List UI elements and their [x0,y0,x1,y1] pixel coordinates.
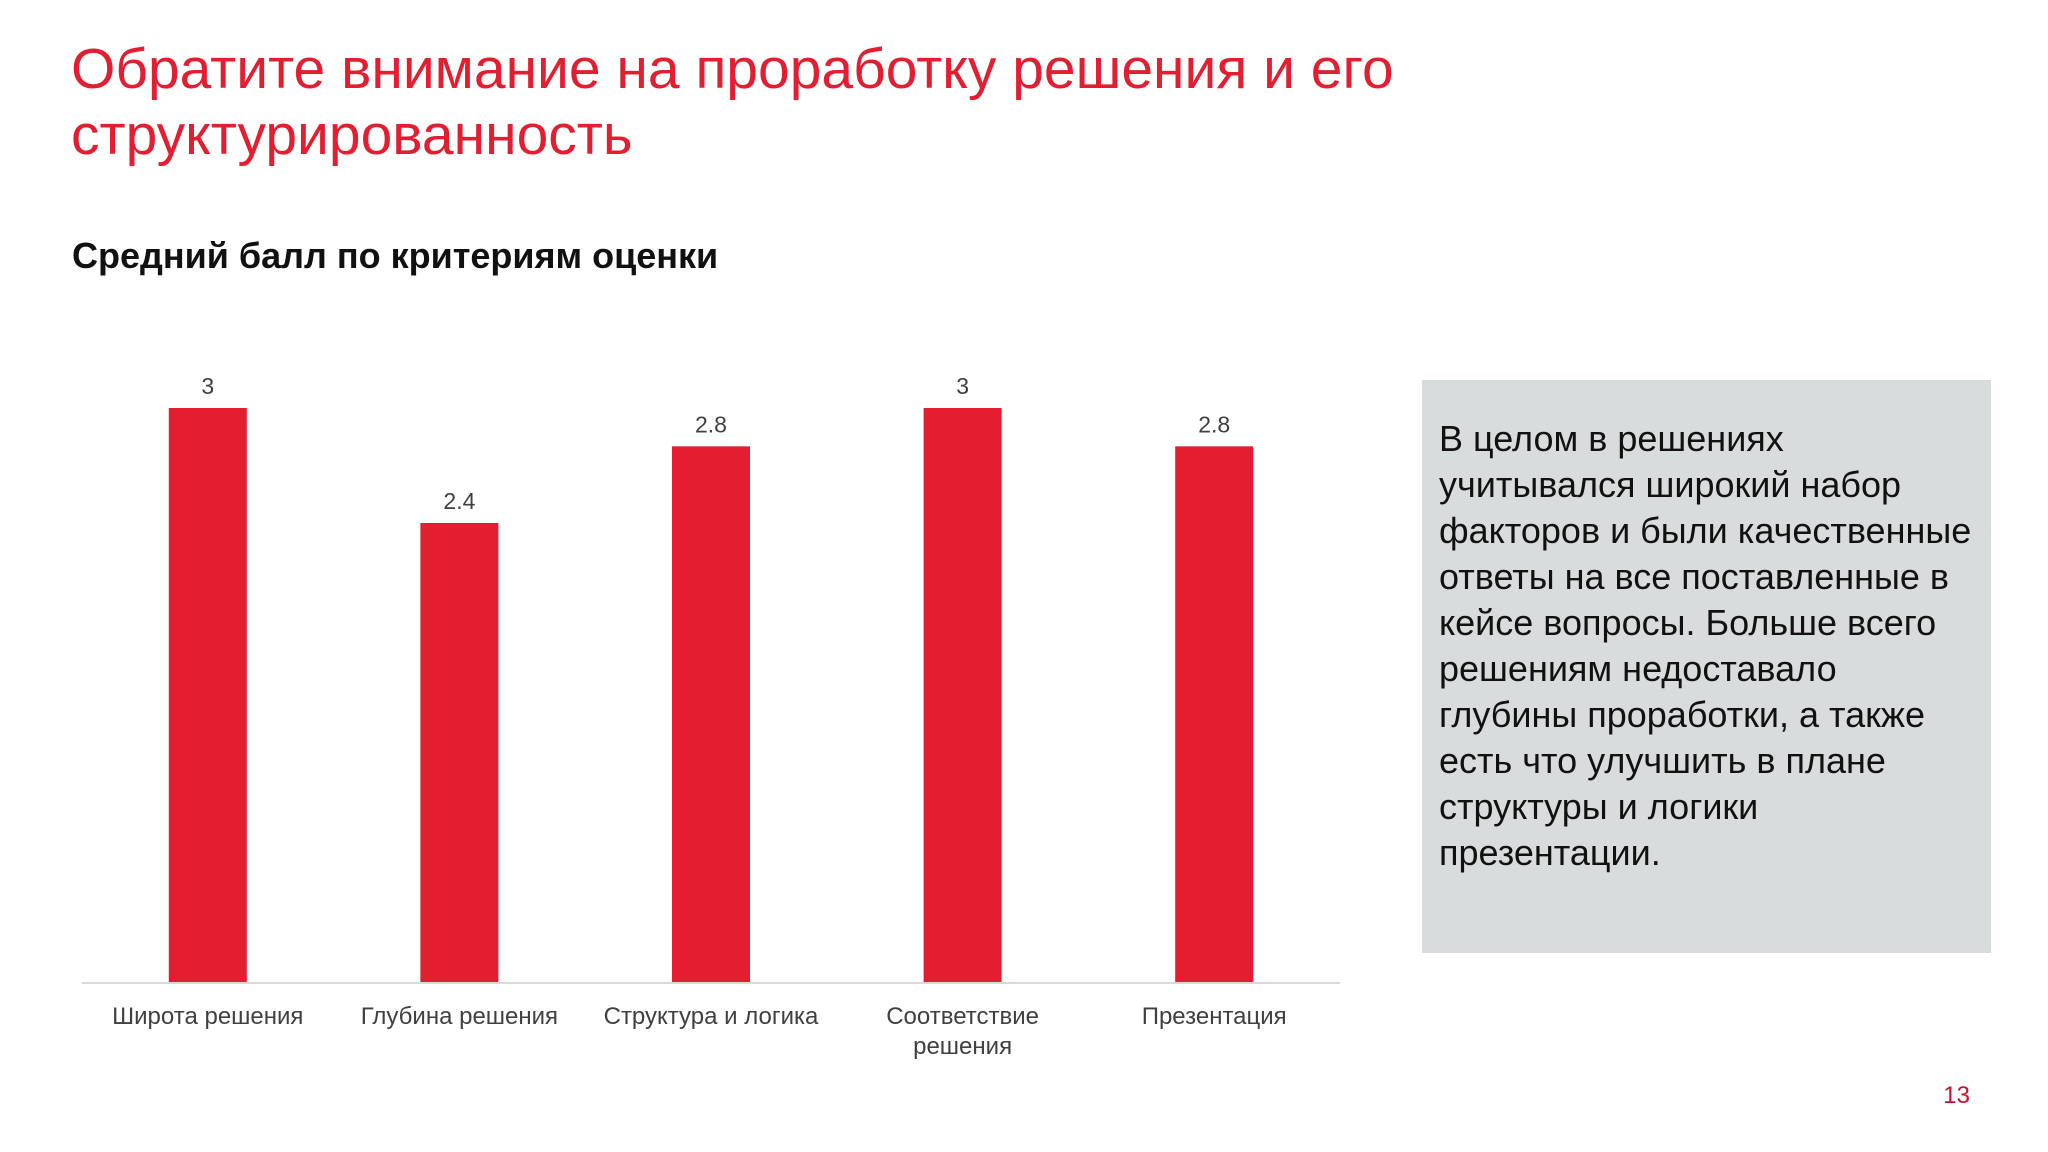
bar [1175,446,1254,983]
data-label: 3 [201,373,214,399]
category-label: Широта решения [112,1003,303,1030]
chart-value-labels: 3 2.4 2.8 3 2.8 [201,373,1230,514]
callout-box: В целом в решениях учитывался широкий на… [1422,380,1991,953]
category-label: Глубина решения [361,1003,558,1030]
callout-text: В целом в решениях учитывался широкий на… [1439,418,1972,873]
chart-category-labels: Широта решения Глубина решения Структура и… [112,1003,1287,1060]
data-label: 2.8 [1198,411,1230,437]
data-label: 2.8 [695,411,727,437]
category-label: Соответствие решения [886,1003,1039,1060]
page-number: 13 [1943,1082,1970,1109]
data-label: 2.4 [443,488,475,514]
category-label: Презентация [1142,1003,1287,1030]
data-label: 3 [956,373,969,399]
slide-title: Обратите внимание на проработку решения … [71,37,1394,167]
bar [672,446,750,983]
bar [168,408,247,983]
bar-chart: 3 2.4 2.8 3 2.8 Широта решения Глубина решени… [82,373,1340,1060]
chart-title: Средний балл по критериям оценки [72,235,719,276]
bar [923,408,1002,983]
bar [420,523,499,983]
chart-bars [168,408,1254,983]
category-label: Структура и логика [604,1003,819,1030]
